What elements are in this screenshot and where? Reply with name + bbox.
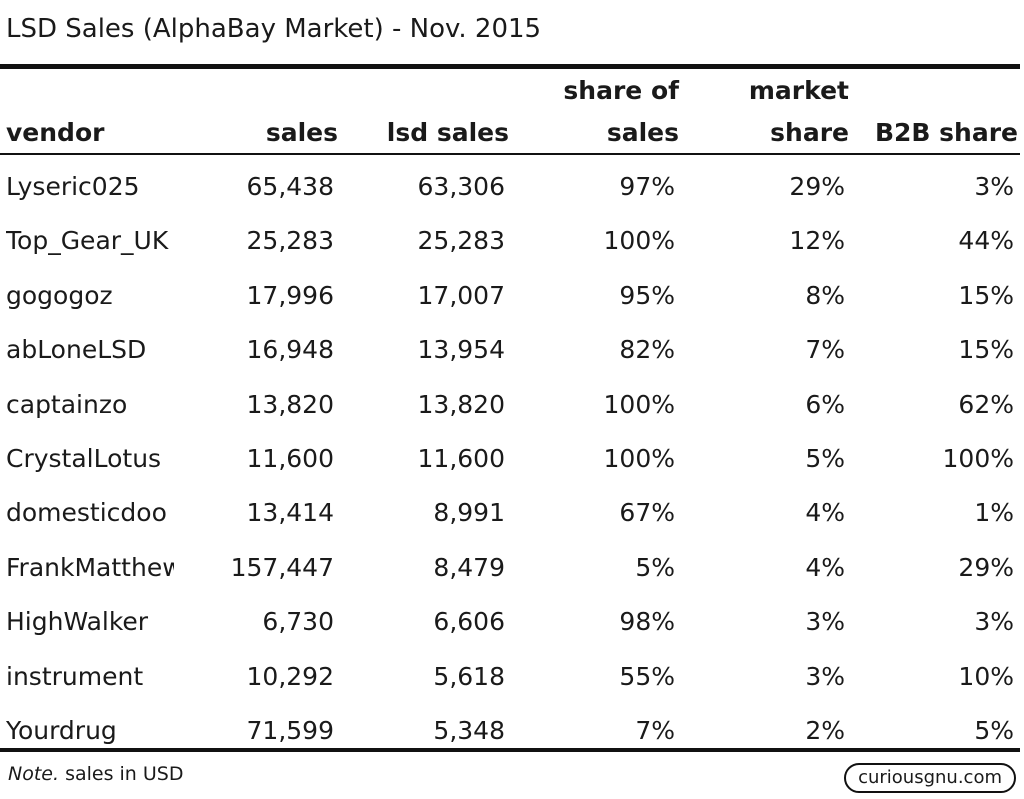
cell-sales: 16,948 [246,335,334,365]
cell-b2b-share: 15% [958,280,1014,310]
table-row: Yourdrug 71,599 5,348 7% 2% 5% [0,704,1020,758]
cell-sales: 10,292 [246,661,334,691]
cell-lsd-sales: 17,007 [417,280,505,310]
table-row: Lyseric025 65,438 63,306 97% 29% 3% [0,160,1020,214]
cell-market-share: 12% [789,226,845,256]
cell-share-of-sales: 5% [635,552,675,582]
cell-lsd-sales: 11,600 [417,443,505,473]
cell-b2b-share: 5% [974,715,1014,745]
brand-badge: curiousgnu.com [844,763,1016,793]
cell-share-of-sales: 82% [619,335,675,365]
cell-sales: 13,414 [246,498,334,528]
cell-b2b-share: 29% [958,552,1014,582]
cell-share-of-sales: 100% [603,226,675,256]
cell-vendor: instrument [6,661,144,691]
cell-lsd-sales: 25,283 [417,226,505,256]
cell-market-share: 8% [805,280,845,310]
cell-share-of-sales: 7% [635,715,675,745]
table-row: domesticdoo 13,414 8,991 67% 4% 1% [0,486,1020,540]
table-row: CrystalLotus 11,600 11,600 100% 5% 100% [0,432,1020,486]
header-rule [0,153,1020,155]
cell-lsd-sales: 6,606 [433,607,505,637]
cell-b2b-share: 10% [958,661,1014,691]
cell-vendor: CrystalLotus [6,443,162,473]
cell-sales: 157,447 [230,552,334,582]
cell-share-of-sales: 97% [619,172,675,201]
cell-sales: 11,600 [246,443,334,473]
cell-vendor: gogogoz [6,280,113,310]
cell-vendor: HighWalker [6,607,149,637]
cell-market-share: 5% [805,443,845,473]
cell-market-share: 7% [805,335,845,365]
cell-share-of-sales: 67% [619,498,675,528]
header-vendor: vendor [6,118,105,147]
cell-vendor: abLoneLSD [6,335,147,365]
header-lsd-sales: lsd sales [386,118,509,147]
cell-market-share: 3% [805,607,845,637]
cell-b2b-share: 3% [974,172,1014,201]
cell-vendor: Yourdrug [6,715,117,745]
cell-share-of-sales: 98% [619,607,675,637]
cell-b2b-share: 100% [942,443,1014,473]
header-market-share-line1: market [748,76,849,105]
note-label: Note. [8,763,60,785]
cell-vendor: captainzo [6,389,128,419]
table-row: captainzo 13,820 13,820 100% 6% 62% [0,378,1020,432]
cell-lsd-sales: 13,820 [417,389,505,419]
cell-b2b-share: 1% [974,498,1014,528]
cell-share-of-sales: 100% [603,389,675,419]
cell-market-share: 4% [805,498,845,528]
note-text: sales in USD [59,763,184,785]
cell-lsd-sales: 8,479 [433,552,505,582]
table-row: HighWalker 6,730 6,606 98% 3% 3% [0,595,1020,649]
cell-sales: 25,283 [246,226,334,256]
table-note: Note. sales in USD [8,763,183,785]
table-row: Top_Gear_UK 25,283 25,283 100% 12% 44% [0,214,1020,268]
cell-b2b-share: 15% [958,335,1014,365]
cell-market-share: 6% [805,389,845,419]
table-row: FrankMatthew 157,447 8,479 5% 4% 29% [0,541,1020,595]
cell-market-share: 4% [805,552,845,582]
top-rule [0,64,1020,69]
cell-lsd-sales: 5,618 [433,661,505,691]
table-row: abLoneLSD 16,948 13,954 82% 7% 15% [0,323,1020,377]
cell-sales: 17,996 [246,280,334,310]
cell-lsd-sales: 8,991 [433,498,505,528]
page-title: LSD Sales (AlphaBay Market) - Nov. 2015 [6,14,542,44]
cell-vendor: Lyseric025 [6,172,140,201]
cell-market-share: 2% [805,715,845,745]
cell-b2b-share: 62% [958,389,1014,419]
cell-vendor: FrankMatthew [6,552,174,582]
cell-market-share: 29% [789,172,845,201]
cell-market-share: 3% [805,661,845,691]
cell-b2b-share: 44% [958,226,1014,256]
header-share-of-sales-line2: sales [606,118,679,147]
cell-sales: 13,820 [246,389,334,419]
cell-vendor: Top_Gear_UK [6,226,169,256]
cell-share-of-sales: 100% [603,443,675,473]
header-share-of-sales-line1: share of [563,76,679,105]
table-row: gogogoz 17,996 17,007 95% 8% 15% [0,269,1020,323]
cell-share-of-sales: 95% [619,280,675,310]
header-market-share-line2: share [770,118,849,147]
header-sales: sales [265,118,338,147]
cell-sales: 6,730 [262,607,334,637]
bottom-rule [0,748,1020,752]
cell-lsd-sales: 63,306 [417,172,505,201]
table-row: instrument 10,292 5,618 55% 3% 10% [0,650,1020,704]
cell-sales: 65,438 [246,172,334,201]
cell-share-of-sales: 55% [619,661,675,691]
cell-sales: 71,599 [246,715,334,745]
table-body: Lyseric025 65,438 63,306 97% 29% 3% Top_Gear_U… [0,160,1020,758]
header-b2b-share: B2B share [874,118,1018,147]
cell-vendor: domesticdoo [6,498,167,528]
cell-b2b-share: 3% [974,607,1014,637]
cell-lsd-sales: 13,954 [417,335,505,365]
cell-lsd-sales: 5,348 [433,715,505,745]
